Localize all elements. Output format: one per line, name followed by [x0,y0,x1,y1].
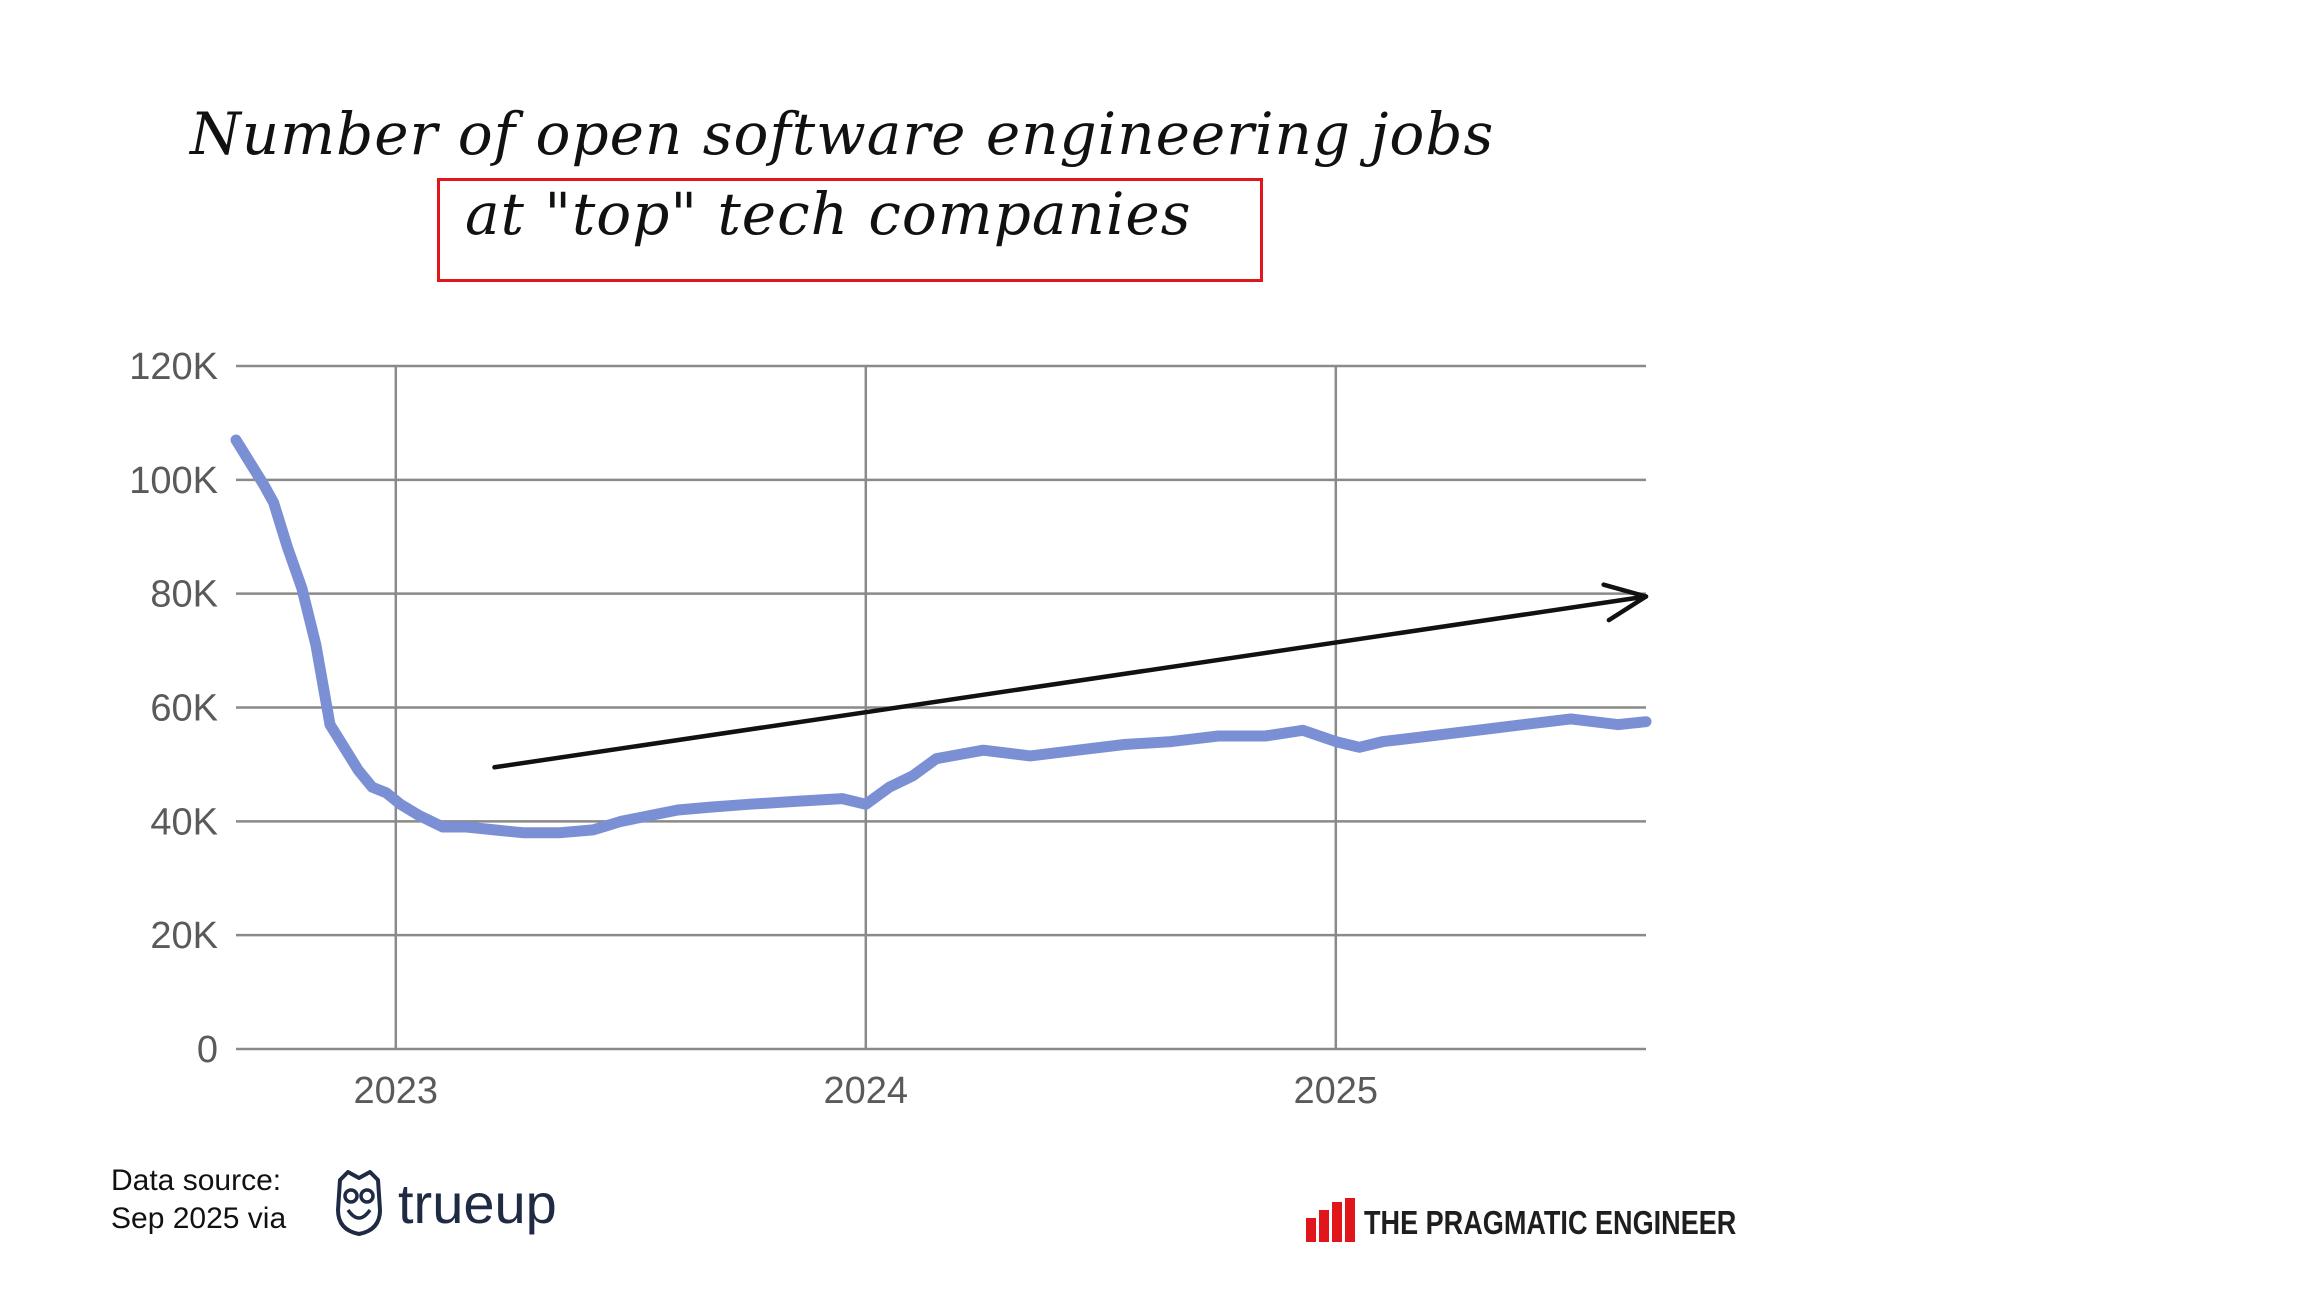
series-line [230,434,1652,839]
owl-icon [336,1170,382,1236]
pragmatic-engineer-logo: THE PRAGMATIC ENGINEER [1306,1198,1818,1242]
y-tick-label: 60K [150,688,218,730]
y-tick-label: 40K [150,801,218,843]
y-tick-label: 80K [150,574,218,616]
data-source-line-1: Data source: [111,1164,282,1197]
x-tick-label: 2024 [824,1070,909,1112]
trueup-wordmark: trueup [398,1171,557,1235]
data-source: Data source: Sep 2025 via [111,1162,286,1238]
chart-series [230,434,1652,839]
pragmatic-engineer-wordmark: THE PRAGMATIC ENGINEER [1364,1204,1737,1241]
chart-grid [236,364,1646,1051]
bar-chart-icon [1306,1198,1355,1242]
y-tick-label: 20K [150,915,218,957]
y-tick-label: 120K [129,346,218,388]
title-highlight-box [437,178,1263,282]
trend-arrow [492,582,1649,770]
x-tick-label: 2025 [1294,1070,1379,1112]
y-axis-ticks: 0 20K 40K 60K 80K 100K 120K [129,346,218,1071]
y-tick-label: 0 [197,1029,218,1071]
chart-title-line-1: Number of open software engineering jobs [190,100,1495,168]
trend-arrow-head [1601,582,1649,623]
trueup-logo: trueup [334,1170,557,1236]
x-axis-ticks: 2023 2024 2025 [354,1070,1379,1112]
trend-arrow-shaft [492,594,1649,770]
x-tick-label: 2023 [354,1070,439,1112]
chart-title-line-2: at "top" tech companies [465,180,1192,248]
y-tick-label: 100K [129,460,218,502]
data-source-line-2: Sep 2025 via [111,1202,287,1235]
